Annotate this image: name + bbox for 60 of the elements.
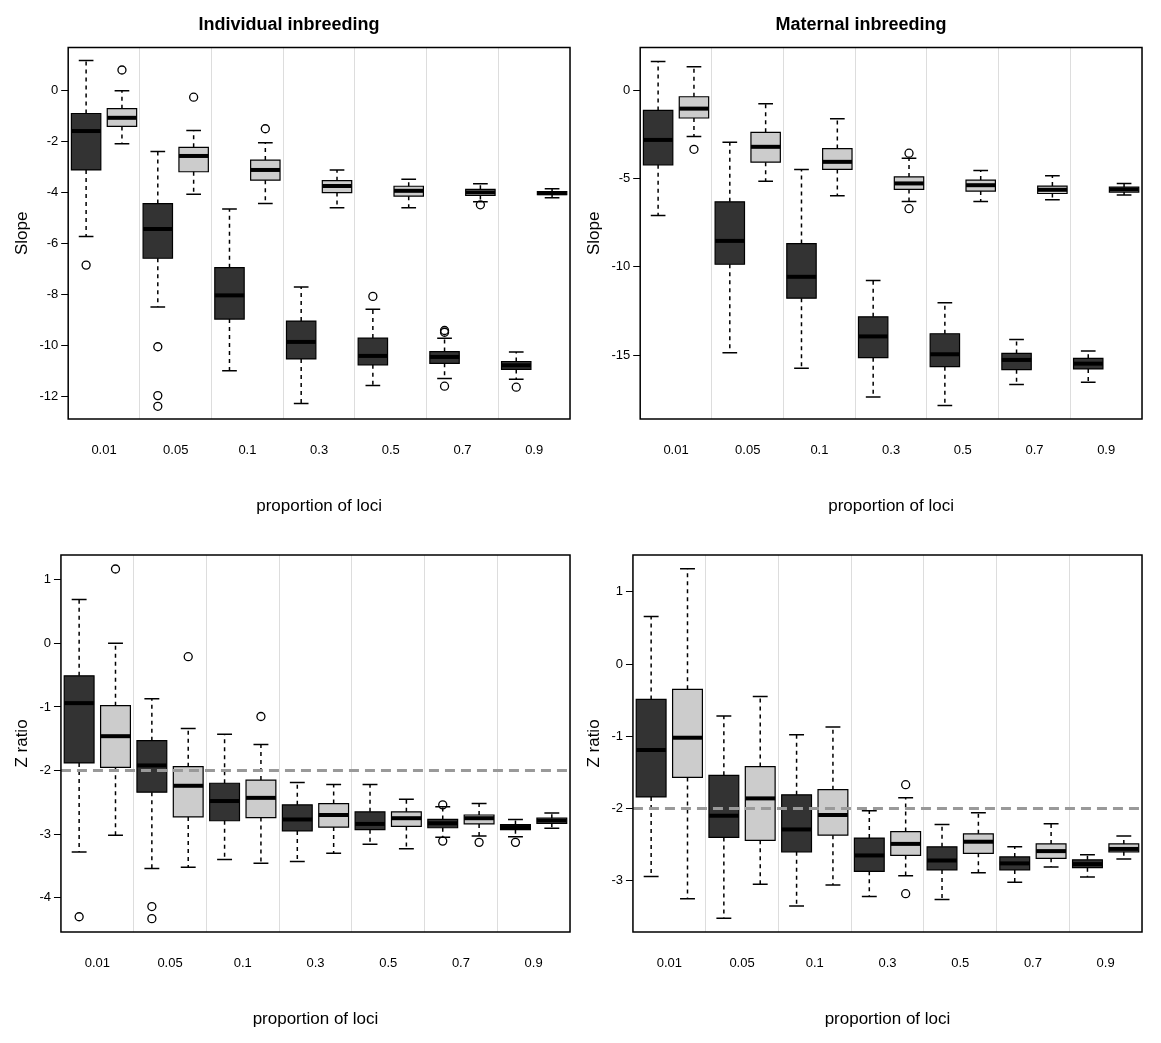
- y-tick-label: -8: [46, 285, 59, 301]
- x-tick-label: 0.1: [238, 442, 257, 458]
- x-tick-label: 0.1: [810, 442, 829, 458]
- y-tick-label: -3: [611, 872, 623, 888]
- y-tick-label: -1: [39, 698, 51, 714]
- y-tick-label: 0: [615, 655, 623, 671]
- x-tick-label: 0.05: [729, 955, 755, 971]
- x-tick-label: 0.05: [735, 442, 761, 458]
- y-axis-title: Slope: [583, 211, 603, 256]
- y-tick-label: -3: [39, 825, 51, 841]
- x-tick-label: 0.5: [381, 442, 400, 458]
- y-tick-label: 1: [43, 571, 51, 587]
- y-axis-title: Z ratio: [11, 719, 31, 768]
- x-tick-label: 0.7: [1023, 955, 1042, 971]
- y-tick-label: -5: [618, 170, 631, 186]
- y-tick-label: 0: [43, 634, 51, 650]
- x-axis-title: proportion of loci: [252, 1009, 379, 1029]
- chart-title: Individual inbreeding: [198, 13, 380, 34]
- y-tick-label: -4: [46, 184, 59, 200]
- y-tick-label: -1: [611, 727, 623, 743]
- x-tick-label: 0.01: [656, 955, 682, 971]
- x-tick-label: 0.9: [525, 442, 544, 458]
- y-tick-label: 0: [50, 82, 59, 98]
- x-tick-label: 0.01: [91, 442, 117, 458]
- x-axis-title: proportion of loci: [256, 496, 382, 516]
- x-tick-label: 0.05: [157, 955, 183, 971]
- y-tick-label: -4: [39, 889, 51, 905]
- y-tick-label: -10: [611, 258, 631, 274]
- x-tick-label: 0.1: [805, 955, 824, 971]
- y-tick-label: 0: [622, 81, 631, 97]
- x-tick-label: 0.05: [163, 442, 189, 458]
- y-tick-label: -6: [46, 235, 59, 251]
- x-tick-label: 0.7: [1025, 442, 1044, 458]
- x-tick-label: 0.5: [379, 955, 398, 971]
- y-axis-title: Z ratio: [583, 719, 603, 768]
- x-tick-label: 0.9: [1097, 442, 1116, 458]
- y-tick-label: -15: [611, 346, 631, 362]
- x-tick-label: 0.01: [84, 955, 110, 971]
- x-axis-title: proportion of loci: [824, 1009, 951, 1029]
- x-tick-label: 0.01: [663, 442, 689, 458]
- y-tick-label: -2: [46, 133, 59, 149]
- x-tick-label: 0.3: [882, 442, 901, 458]
- y-tick-label: -2: [611, 800, 623, 816]
- x-tick-label: 0.7: [451, 955, 470, 971]
- y-tick-label: -10: [39, 336, 59, 352]
- x-tick-label: 0.1: [233, 955, 252, 971]
- x-tick-label: 0.9: [524, 955, 543, 971]
- x-tick-label: 0.9: [1096, 955, 1115, 971]
- x-tick-label: 0.3: [878, 955, 897, 971]
- y-tick-label: -12: [39, 387, 59, 403]
- x-tick-label: 0.5: [953, 442, 972, 458]
- y-axis-title: Slope: [11, 211, 31, 256]
- x-tick-label: 0.7: [453, 442, 472, 458]
- x-axis-title: proportion of loci: [828, 496, 954, 516]
- x-tick-label: 0.5: [951, 955, 970, 971]
- x-tick-label: 0.3: [310, 442, 329, 458]
- y-tick-label: 1: [615, 583, 623, 599]
- chart-title: Maternal inbreeding: [775, 13, 947, 34]
- x-tick-label: 0.3: [306, 955, 325, 971]
- y-tick-label: -2: [39, 762, 51, 778]
